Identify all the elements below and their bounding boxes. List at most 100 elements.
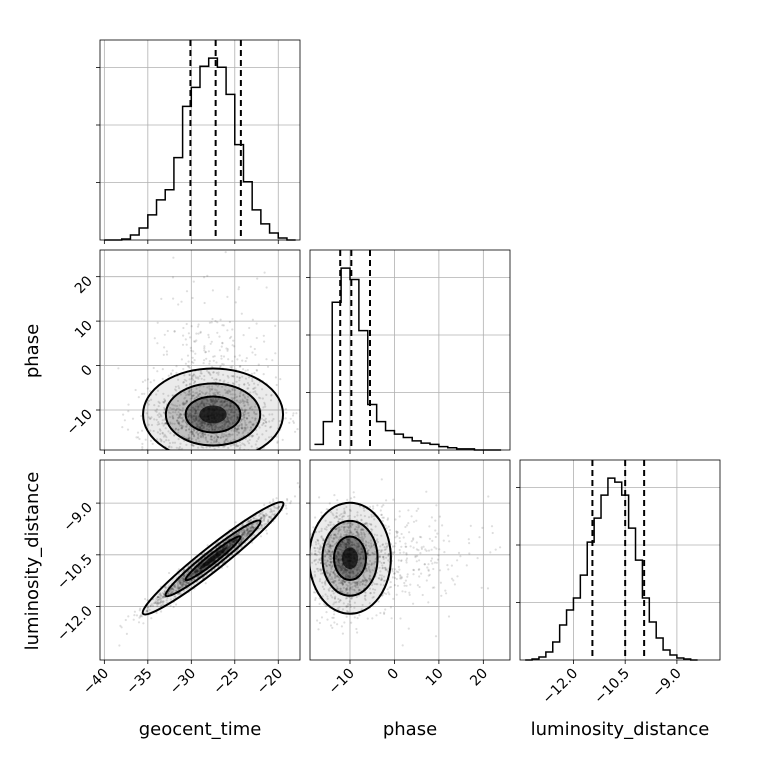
sample-point [370, 544, 373, 547]
sample-point [376, 538, 379, 541]
y-tick-label-1: −10.5 [54, 551, 96, 593]
sample-point [204, 432, 207, 436]
sample-point [197, 570, 201, 573]
sample-point [240, 541, 243, 544]
sample-point [334, 527, 337, 531]
sample-point [354, 584, 357, 588]
sample-point [366, 580, 369, 583]
sample-point [317, 542, 320, 545]
sample-point [216, 321, 219, 324]
sample-point [230, 440, 233, 443]
sample-point [324, 604, 327, 607]
sample-point [337, 520, 340, 524]
sample-point [217, 436, 220, 439]
sample-point [207, 336, 210, 339]
sample-point [224, 404, 228, 407]
sample-point [246, 528, 250, 531]
sample-point [394, 536, 397, 539]
sample-point [231, 360, 234, 363]
sample-point [314, 597, 317, 600]
sample-point [205, 425, 208, 428]
sample-point [343, 621, 346, 624]
sample-point [159, 432, 162, 435]
sample-point [268, 436, 271, 439]
sample-point [227, 425, 230, 429]
sample-point [443, 551, 446, 554]
sample-point [270, 517, 273, 520]
sample-point [247, 529, 250, 533]
sample-point [335, 528, 338, 531]
sample-point [193, 415, 196, 418]
sample-point [245, 532, 248, 536]
sample-point [206, 423, 209, 426]
sample-point [386, 517, 390, 520]
sample-point [340, 568, 343, 572]
sample-point [177, 587, 180, 590]
sample-point [139, 615, 142, 618]
sample-point [241, 432, 244, 435]
sample-point [213, 378, 216, 381]
sample-point [228, 408, 231, 411]
sample-point [323, 562, 326, 565]
sample-point [377, 540, 380, 544]
sample-point [360, 528, 363, 532]
sample-point [328, 551, 331, 554]
sample-point [223, 423, 226, 426]
sample-point [284, 504, 287, 507]
sample-point [208, 387, 211, 390]
sample-point [192, 280, 195, 283]
sample-point [136, 431, 140, 434]
sample-point [417, 507, 420, 510]
sample-point [416, 584, 419, 587]
sample-point [363, 597, 367, 600]
sample-point [373, 533, 376, 536]
sample-point [194, 570, 197, 573]
sample-point [352, 491, 355, 494]
sample-point [333, 534, 336, 537]
sample-point [353, 568, 356, 571]
sample-point [239, 365, 242, 368]
sample-point [323, 603, 326, 606]
x-tick-label-1: 0 [385, 666, 403, 684]
sample-point [195, 425, 198, 428]
sample-point [162, 600, 165, 603]
sample-point [238, 376, 241, 379]
sample-point [228, 546, 231, 549]
sample-point [329, 552, 332, 556]
sample-point [326, 559, 329, 562]
sample-point [250, 372, 253, 375]
sample-point [240, 546, 243, 549]
sample-point [170, 372, 173, 375]
sample-point [209, 403, 212, 406]
sample-point [169, 598, 172, 601]
sample-point [323, 555, 327, 558]
sample-point [273, 513, 276, 516]
sample-point [248, 529, 252, 533]
sample-point [208, 362, 211, 365]
sample-point [432, 567, 435, 571]
sample-point [363, 576, 366, 579]
sample-point [172, 589, 175, 592]
sample-point [332, 537, 335, 540]
sample-point [202, 433, 205, 436]
sample-point [210, 388, 214, 391]
sample-point [385, 592, 388, 596]
sample-point [337, 557, 340, 560]
y-grid [100, 276, 300, 411]
sample-point [396, 535, 399, 538]
sample-point [156, 596, 160, 599]
sample-point [343, 547, 346, 550]
sample-point [217, 398, 220, 401]
sample-point [252, 423, 255, 426]
sample-point [244, 423, 247, 426]
sample-point [370, 563, 373, 566]
sample-point [232, 539, 235, 542]
sample-point [237, 531, 240, 534]
sample-point [222, 355, 226, 358]
sample-point [332, 581, 335, 584]
sample-point [187, 586, 190, 589]
sample-point [329, 560, 332, 563]
sample-point [251, 408, 254, 411]
sample-point [190, 377, 193, 380]
sample-point [244, 535, 247, 538]
